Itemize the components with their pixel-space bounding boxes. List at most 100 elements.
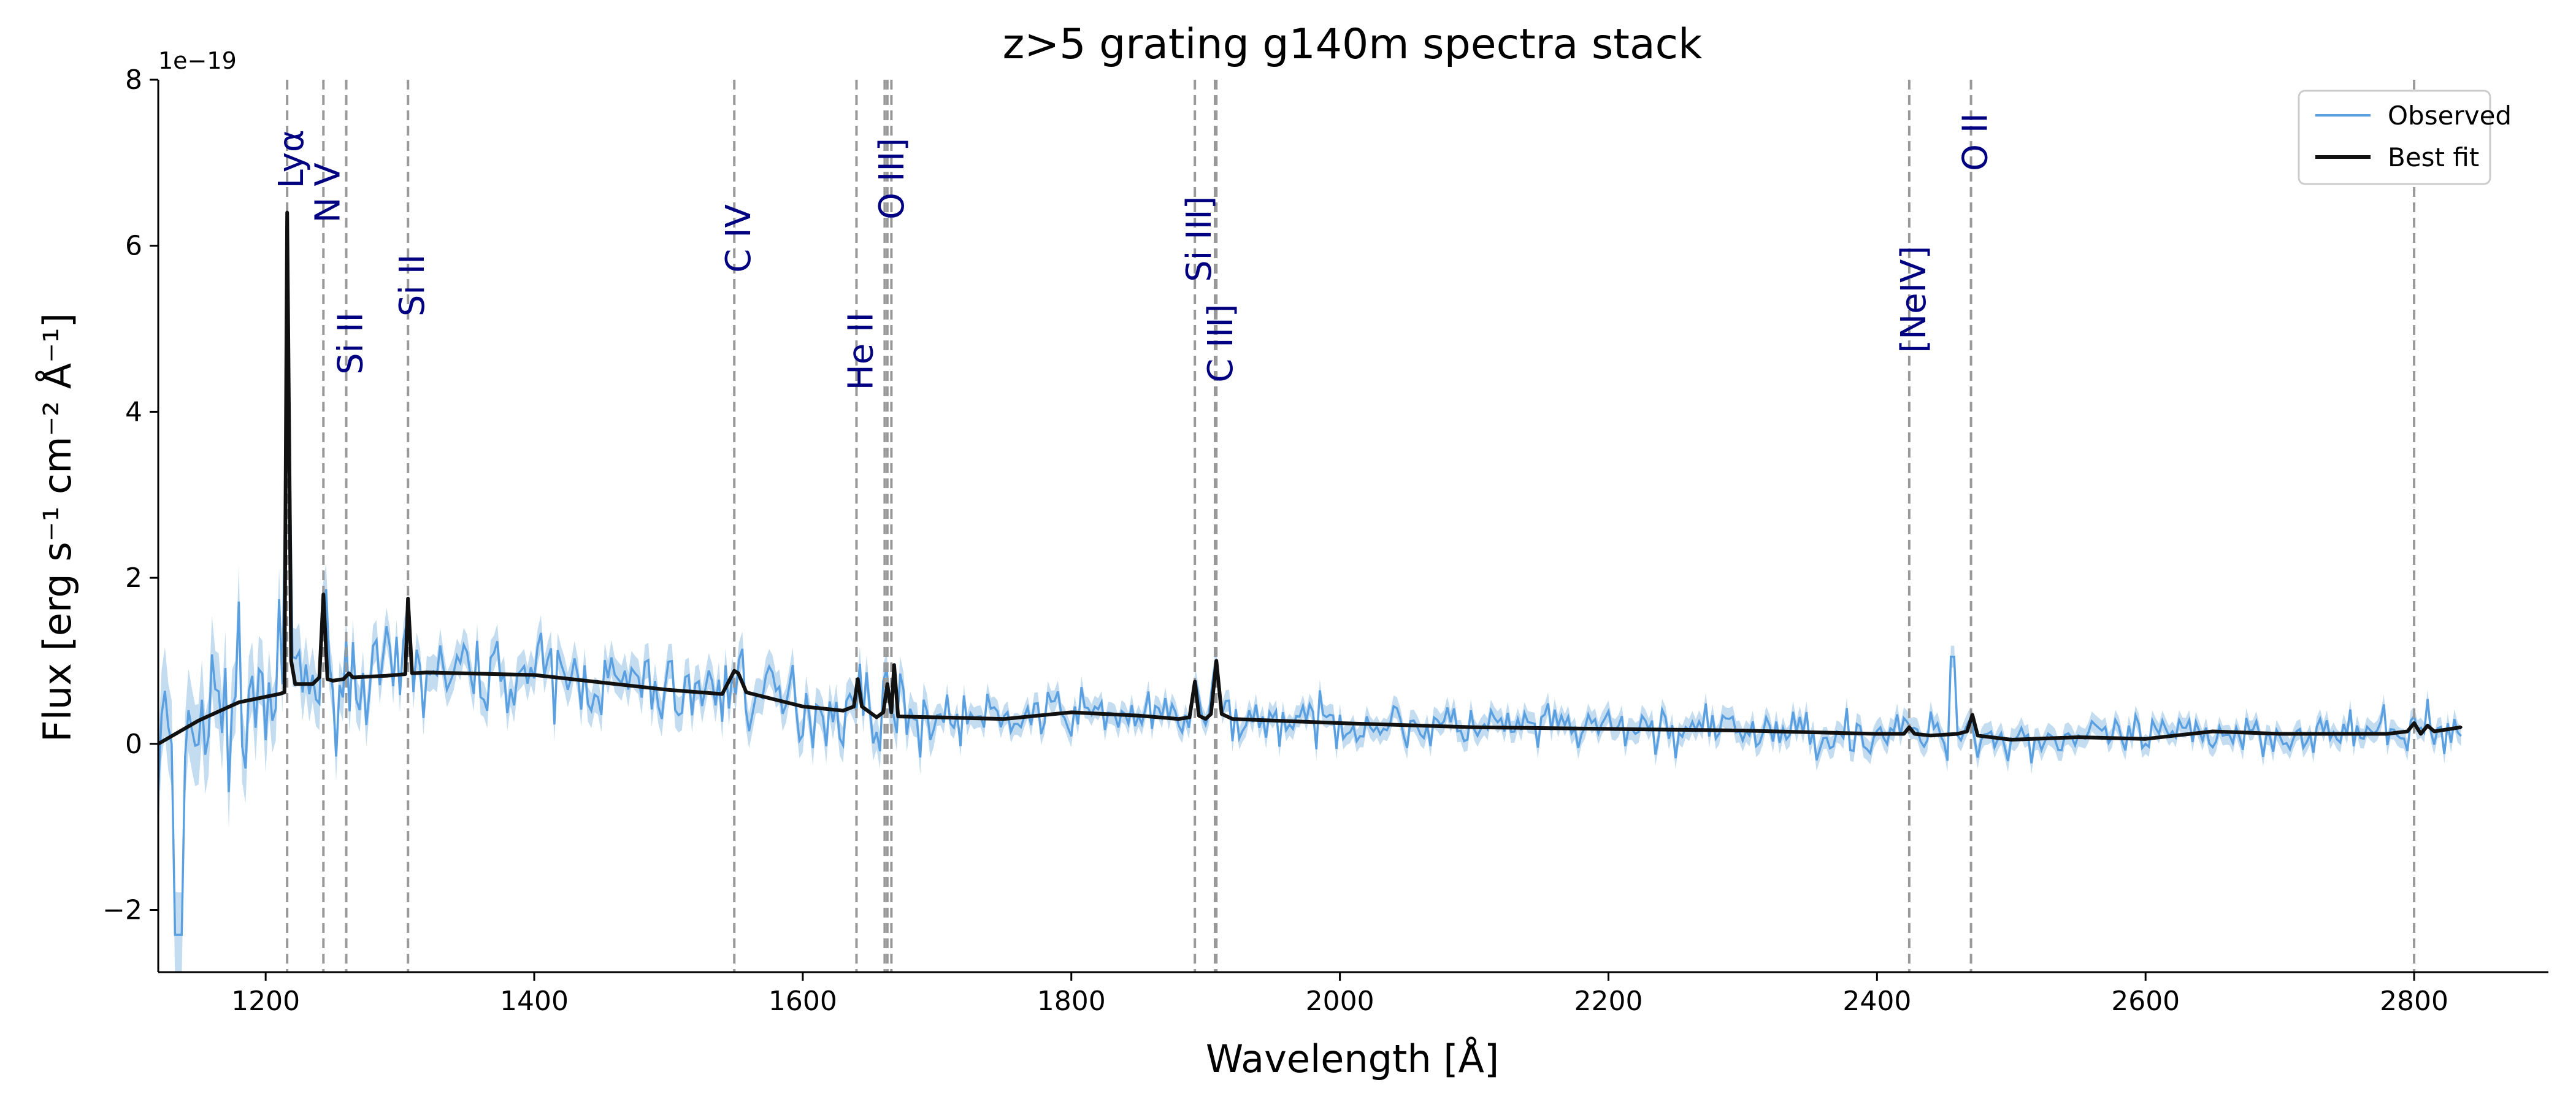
best-fit-point [2459,726,2463,729]
best-fit-point [197,719,200,722]
best-fit-point [322,593,325,596]
best-fit-point [294,683,297,686]
emission-line-label: Si III] [1179,196,1219,282]
best-fit-point [425,671,428,674]
observed-uncertainty-band [158,384,2461,972]
best-fit-point [1876,732,1879,735]
best-fit-point [404,673,407,676]
best-fit-point [1473,726,1476,729]
y-tick-label: −2 [102,894,142,926]
best-fit-point [237,701,240,704]
legend-best-fit-label: Best fit [2388,142,2479,172]
best-fit-point [1215,659,1218,662]
best-fit-point [935,716,938,719]
y-tick-label: 0 [125,729,142,760]
best-fit-point [2279,732,2282,735]
best-fit-point [326,678,329,681]
best-fit-point [1197,714,1200,717]
best-fit-point [861,705,864,708]
best-fit-point [385,674,388,677]
best-fit-point [286,211,289,214]
best-fit-point [407,597,410,600]
emission-line-label: Lyα [272,129,312,188]
best-fit-point [1209,713,1213,716]
emission-line-label: [NeIV] [1894,246,1934,353]
best-fit-point [1907,726,1911,729]
y-axis-title: Flux [erg s⁻¹ cm⁻² Å⁻¹] [35,313,80,742]
best-fit-point [897,715,900,718]
x-tick-label: 2000 [1306,986,1374,1017]
emission-line-label: O III] [872,138,912,220]
best-fit-point [2386,732,2389,735]
best-fit-point [841,709,845,712]
best-fit-point [1607,727,1610,730]
best-fit-point [2426,724,2429,727]
best-fit-point [318,676,321,679]
x-tick-label: 1200 [231,986,300,1017]
best-fit-point [1976,734,1979,737]
best-fit-point [331,679,334,682]
best-fit-point [882,711,885,714]
best-fit-point [1188,716,1191,719]
best-fit-point [311,683,314,686]
x-tick-label: 2800 [2380,986,2448,1017]
y-offset-label: 1e−19 [158,47,237,74]
best-fit-point [2432,730,2436,733]
emission-line-label: N V [308,163,348,223]
best-fit-point [289,659,293,662]
best-fit-point [1220,713,1223,716]
x-axis-title: Wavelength [Å] [1206,1037,1499,1081]
best-fit-point [1070,711,1073,714]
best-fit-point [890,711,893,714]
best-fit-point [1903,732,1906,735]
best-fit-point [342,678,345,681]
best-fit-point [667,688,670,691]
best-fit-point [2406,730,2409,733]
best-fit-point [1929,734,1932,737]
axes: 1200 1400 1600 1800 2000 2200 2400 2600 2800 −2 0 2… [102,64,2548,1017]
best-fit-point [1204,718,1207,721]
best-fit-point [745,691,748,694]
best-fit-point [351,676,355,679]
x-tick-label: 2600 [2111,986,2180,1017]
chart-title: z>5 grating g140m spectra stack [1003,20,1703,69]
legend-observed-label: Observed [2388,101,2512,131]
emission-line-label: O II [1956,113,1996,171]
y-tick-label: 2 [125,562,142,594]
best-fit-point [1003,718,1006,721]
x-tick-label: 2400 [1842,986,1911,1017]
best-fit-point [737,672,740,675]
best-fit-point [2010,738,2013,742]
best-fit-point [721,692,724,696]
x-tick-label: 1800 [1037,986,1106,1017]
emission-line-label: He II [841,312,881,390]
emission-line-label: C IV [719,204,759,273]
best-fit-point [2420,732,2423,735]
emission-line-label: C III] [1201,304,1241,382]
best-fit-point [1956,732,1959,735]
best-fit-point [347,672,350,675]
best-fit-point [801,705,804,708]
best-fit-point [2144,737,2147,740]
best-fit-point [1137,714,1140,717]
emission-line-label: Si II [331,312,371,375]
x-tick-label: 1600 [769,986,837,1017]
best-fit-point [283,691,286,694]
best-fit-point [886,683,889,686]
best-fit-point [2077,735,2080,738]
best-fit-point [1194,680,1197,683]
best-fit-point [856,678,859,681]
y-tick-label: 6 [125,231,142,262]
best-fit-series-line [157,210,2462,746]
best-fit-point [1231,718,1234,721]
y-tick-label: 8 [125,64,142,96]
best-fit-point [1913,732,1916,735]
best-fit-point [533,673,536,677]
best-fit-point [2211,730,2214,733]
best-fit-point [1741,729,1744,732]
legend: Observed Best fit [2298,90,2512,185]
best-fit-point [892,664,895,667]
